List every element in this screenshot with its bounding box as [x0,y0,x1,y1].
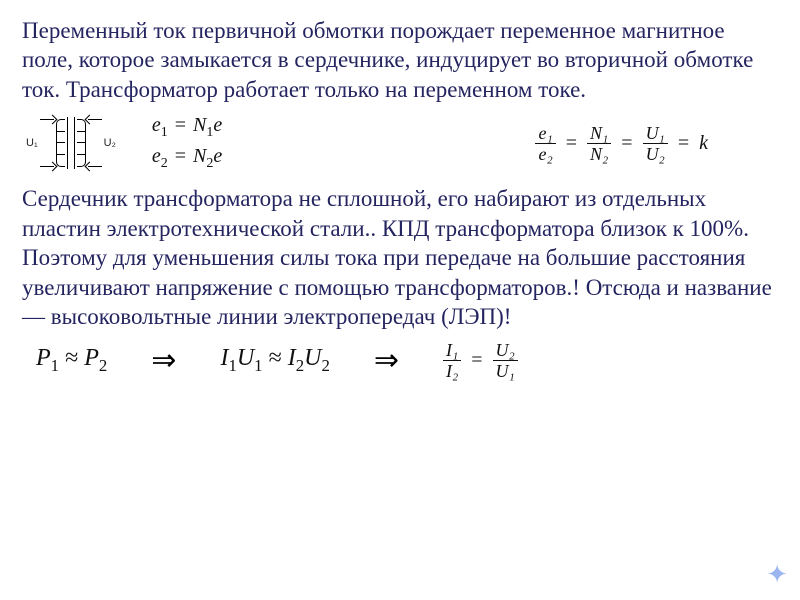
label-u1: U₁ [26,137,38,149]
arrow-icon: ⇒ [145,343,182,378]
var: e [152,145,161,167]
emf-eq-1: e1 = N1e [152,114,222,141]
subscript: 1 [228,356,236,375]
lead-icon [88,166,102,167]
transformer-schematic: U₁ U₂ [26,117,116,169]
var: P [36,345,51,371]
subscript: 1 [254,356,262,375]
subscript: 1 [161,125,168,140]
secondary-leads [88,119,102,167]
fraction: U₂ U₁ [493,340,518,381]
equation-row-1: U₁ U₂ e1 = N1e e2 = N2e [26,114,778,172]
paragraph-2: Сердечник трансформатора не сплошной, ег… [22,184,778,331]
fraction: N₁ N₂ [587,123,611,164]
subscript: 2 [296,356,304,375]
denominator: e₂ [535,143,555,164]
paragraph-1: Переменный ток первичной обмотки порожда… [22,16,778,104]
emf-eq-2: e2 = N2e [152,145,222,172]
equation-row-2: P1 ≈ P2 ⇒ I1U1 ≈ I2U2 ⇒ I₁ I₂ = U₂ U₁ [36,340,778,381]
equals-sign: = [173,145,188,167]
iu-approx: I1U1 ≈ I2U2 [220,345,329,376]
lead-icon [88,119,102,120]
ratio-equation: e₁ e₂ = N₁ N₂ = U₁ U₂ = k [535,123,708,164]
lead-icon [40,119,54,120]
equals-sign: = [564,132,579,155]
equals-sign: = [173,114,188,136]
subscript: 2 [161,156,168,171]
numerator: U₁ [643,123,668,143]
denominator: N₂ [587,143,611,164]
denominator: U₂ [643,143,668,164]
subscript: 2 [321,356,329,375]
subscript: 2 [99,356,107,375]
var: e [152,114,161,136]
equals-sign: = [676,132,691,155]
var-k: k [699,132,708,155]
final-ratio: I₁ I₂ = U₂ U₁ [443,340,518,381]
nav-star-icon[interactable]: ✦ [766,560,788,590]
var: U [304,345,321,371]
approx-sign: ≈ [269,345,282,371]
primary-leads [40,119,54,167]
equals-sign: = [619,132,634,155]
label-u2: U₂ [104,137,116,149]
equals-sign: = [469,349,484,372]
numerator: U₂ [493,340,518,360]
var: N [193,145,206,167]
lead-icon [40,166,54,167]
numerator: N₁ [587,123,611,143]
emf-equations: e1 = N1e e2 = N2e [152,114,222,172]
numerator: I₁ [443,340,461,360]
fraction: U₁ U₂ [643,123,668,164]
subscript: 1 [51,356,59,375]
denominator: I₂ [443,360,461,381]
numerator: e₁ [535,123,555,143]
var: P [84,345,99,371]
var: N [193,114,206,136]
var: I [288,345,296,371]
fraction: e₁ e₂ [535,123,555,164]
core-icon [67,117,75,169]
var: U [237,345,254,371]
arrow-icon: ⇒ [368,343,405,378]
fraction: I₁ I₂ [443,340,461,381]
power-approx-1: P1 ≈ P2 [36,345,107,376]
var: e [213,145,222,167]
var: e [213,114,222,136]
approx-sign: ≈ [65,345,78,371]
primary-coil-icon [56,119,65,167]
denominator: U₁ [493,360,518,381]
secondary-coil-icon [77,119,86,167]
